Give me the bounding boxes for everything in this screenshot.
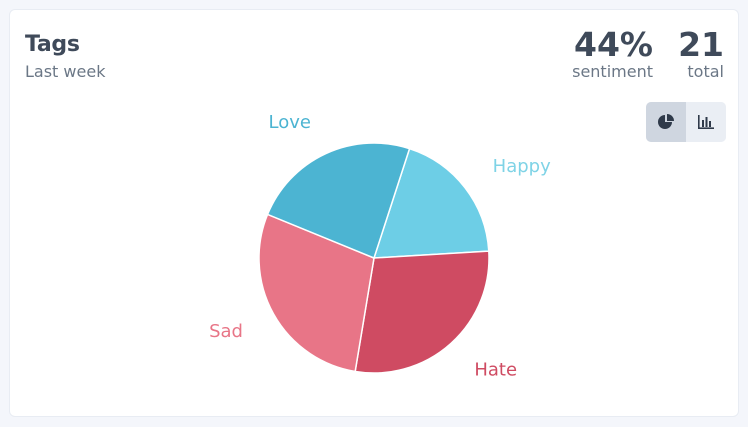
sentiment-value: 44% <box>574 25 653 64</box>
total-value: 21 <box>678 25 724 64</box>
bar-chart-icon <box>698 115 714 129</box>
pie-label-love: Love <box>268 112 310 133</box>
pie-slice-hate[interactable] <box>354 250 490 374</box>
pie-slice-sad[interactable] <box>258 213 375 373</box>
pie-slice-happy[interactable] <box>372 147 490 259</box>
total-stat: 21 total <box>678 27 724 81</box>
bar-chart-button[interactable] <box>686 102 726 142</box>
pie-chart-button[interactable] <box>646 102 686 142</box>
pie-label-happy: Happy <box>493 156 551 177</box>
chart-type-toggle <box>646 102 726 142</box>
sentiment-label: sentiment <box>572 62 653 81</box>
pie-slice-love[interactable] <box>266 142 411 260</box>
pie-label-sad: Sad <box>209 321 243 342</box>
card-title: Tags <box>25 32 80 57</box>
sentiment-stat: 44% sentiment <box>572 27 653 81</box>
card-subtitle: Last week <box>25 62 106 81</box>
pie-chart-icon <box>658 114 674 129</box>
total-label: total <box>687 62 724 81</box>
pie-label-hate: Hate <box>474 359 517 380</box>
